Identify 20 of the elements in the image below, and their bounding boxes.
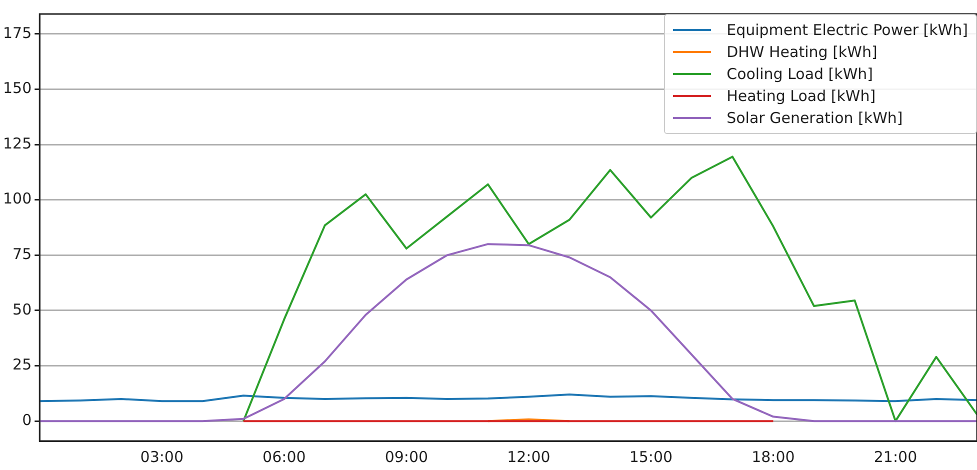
x-tick-label: 09:00 [384,448,428,466]
x-tick-label: 15:00 [629,448,673,466]
y-tick-label: 0 [22,410,32,429]
x-tick-label: 03:00 [140,448,184,466]
y-tick-label: 100 [2,190,32,208]
y-tick-label: 75 [12,245,32,264]
y-tick-label: 150 [2,79,32,98]
legend-label: DHW Heating [kWh] [726,43,878,61]
x-tick-label: 18:00 [752,448,795,466]
x-tick-label: 21:00 [874,448,918,466]
y-tick-label: 50 [12,300,32,318]
x-tick-label: 06:00 [262,448,306,466]
legend-label: Solar Generation [kWh] [726,109,903,127]
x-tick-label: 12:00 [507,448,550,466]
legend-label: Heating Load [kWh] [726,87,876,105]
legend-label: Cooling Load [kWh] [726,65,874,83]
y-tick-label: 25 [12,356,32,374]
y-tick-label: 125 [2,134,32,152]
legend-label: Equipment Electric Power [kWh] [726,21,968,39]
y-tick-label: 175 [2,24,32,42]
